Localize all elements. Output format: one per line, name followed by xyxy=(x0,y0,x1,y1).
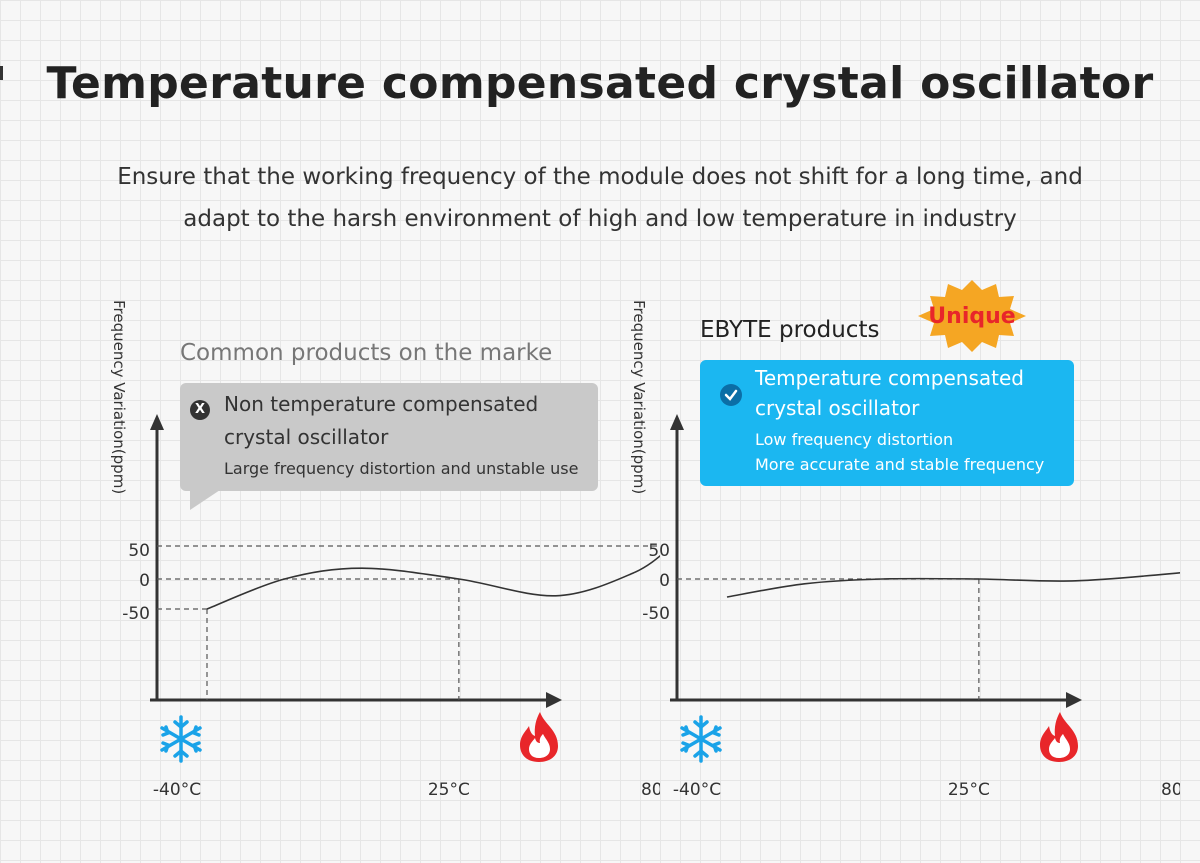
subtitle-line-2: adapt to the harsh environment of high a… xyxy=(183,206,1017,232)
callout-line-1: Non temperature compensated xyxy=(224,392,539,416)
guides xyxy=(157,545,660,700)
snowflake-icon xyxy=(160,715,202,763)
y-tick-label: -50 xyxy=(122,604,150,624)
flame-icon xyxy=(1040,712,1078,762)
unique-badge: Unique xyxy=(918,280,1026,352)
y-ticks: 50 0 -50 xyxy=(642,541,670,624)
y-tick-label: -50 xyxy=(642,604,670,624)
y-axis-arrow xyxy=(670,414,684,430)
x-tick-label: 25°C xyxy=(948,780,990,800)
y-tick-label: 0 xyxy=(139,571,150,591)
callout-tail xyxy=(190,490,220,510)
chart-common-products: Frequency Variation(ppm) Common products… xyxy=(100,290,660,830)
check-icon xyxy=(720,384,742,406)
x-badge-icon: X xyxy=(190,400,210,420)
chart-ebyte-products: Frequency Variation(ppm) EBYTE products … xyxy=(620,280,1180,830)
plot-area: 50 0 -50 -40°C 25°C 80°C xyxy=(642,414,1180,800)
callout-box: Temperature compensated crystal oscillat… xyxy=(700,360,1074,486)
x-tick-label: -40°C xyxy=(153,780,201,800)
unique-badge-text: Unique xyxy=(928,304,1015,329)
callout-line-3: Low frequency distortion xyxy=(755,430,954,449)
y-axis-label: Frequency Variation(ppm) xyxy=(110,300,128,495)
page-title: Temperature compensated crystal oscillat… xyxy=(46,58,1154,109)
callout-line-2: crystal oscillator xyxy=(755,396,920,420)
chart-heading: Common products on the marke xyxy=(180,340,553,366)
y-axis-label: Frequency Variation(ppm) xyxy=(630,300,648,495)
series-line xyxy=(206,554,660,610)
y-tick-label: 0 xyxy=(659,571,670,591)
callout-line-1: Temperature compensated xyxy=(755,366,1024,390)
x-axis-arrow xyxy=(1066,692,1082,708)
chart-heading: EBYTE products xyxy=(700,317,880,343)
flame-icon xyxy=(520,712,558,762)
x-tick-label: 80°C xyxy=(641,780,660,800)
y-tick-label: 50 xyxy=(648,541,670,561)
series-line xyxy=(726,572,1180,598)
callout-line-2: crystal oscillator xyxy=(224,425,389,449)
callout-line-4: More accurate and stable frequency xyxy=(755,455,1045,474)
subtitle-line-1: Ensure that the working frequency of the… xyxy=(117,164,1083,190)
page-subtitle: Ensure that the working frequency of the… xyxy=(0,156,1200,240)
y-axis-arrow xyxy=(150,414,164,430)
x-tick-label: 25°C xyxy=(428,780,470,800)
y-ticks: 50 0 -50 xyxy=(122,541,150,624)
plot-area: 50 0 -50 -40°C 25°C 80°C xyxy=(122,414,660,800)
guides xyxy=(677,578,980,700)
x-tick-label: 80°C xyxy=(1161,780,1180,800)
x-axis-arrow xyxy=(546,692,562,708)
x-ticks: -40°C 25°C 80°C xyxy=(673,780,1180,800)
edge-mark xyxy=(0,66,3,80)
x-ticks: -40°C 25°C 80°C xyxy=(153,780,660,800)
snowflake-icon xyxy=(680,715,722,763)
callout-line-3: Large frequency distortion and unstable … xyxy=(224,459,579,478)
callout-box: X Non temperature compensated crystal os… xyxy=(180,383,598,491)
y-tick-label: 50 xyxy=(128,541,150,561)
x-tick-label: -40°C xyxy=(673,780,721,800)
